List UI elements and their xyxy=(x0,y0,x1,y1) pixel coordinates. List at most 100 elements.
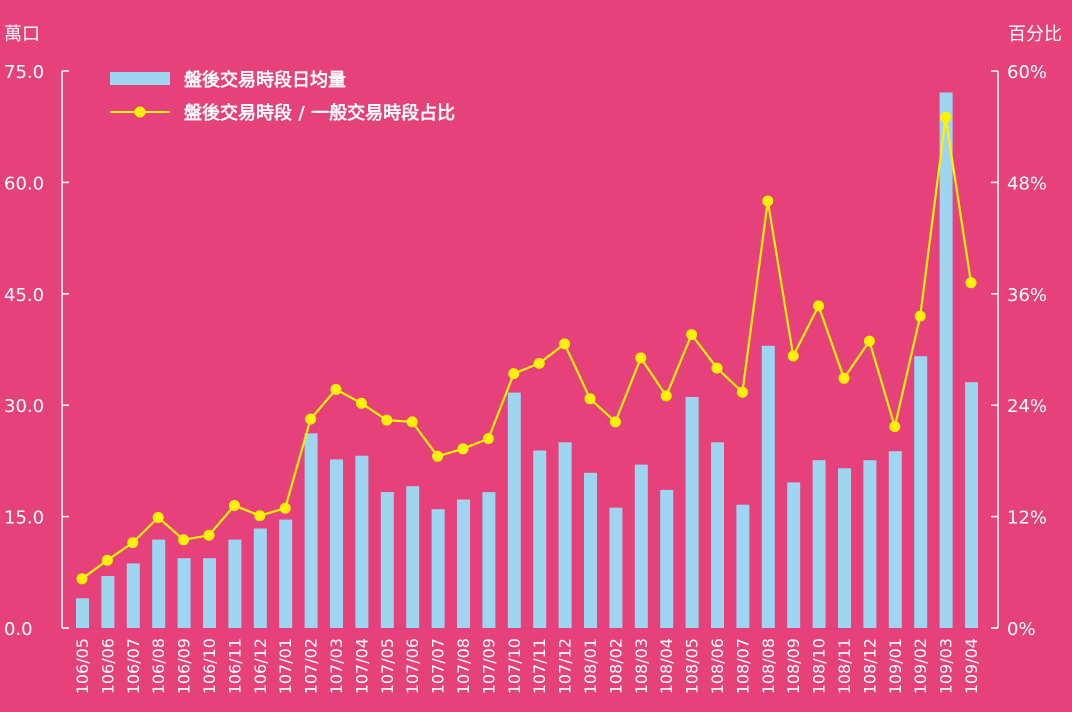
line-point xyxy=(254,510,266,522)
line-point xyxy=(533,357,545,369)
right-tick-label: 12% xyxy=(1007,508,1047,529)
legend-bar-swatch xyxy=(110,72,170,85)
bar xyxy=(152,539,166,628)
bar xyxy=(406,486,420,628)
x-tick-label: 106/09 xyxy=(175,638,194,694)
bar xyxy=(126,563,140,628)
x-tick-label: 108/03 xyxy=(632,638,651,694)
bar xyxy=(711,442,724,628)
bar xyxy=(330,459,343,628)
x-tick-label: 107/08 xyxy=(454,638,473,694)
x-tick-label: 107/09 xyxy=(479,638,498,694)
line-point xyxy=(940,111,952,123)
left-tick-label: 0.0 xyxy=(4,619,33,640)
bar xyxy=(634,464,648,628)
legend-bar-label: 盤後交易時段日均量 xyxy=(184,69,346,91)
x-tick-label: 108/12 xyxy=(860,638,879,694)
x-tick-label: 106/10 xyxy=(200,638,219,694)
line-point xyxy=(635,352,647,364)
line-point xyxy=(736,386,748,398)
bar xyxy=(355,455,369,628)
x-tick-label: 108/08 xyxy=(759,638,778,694)
bar xyxy=(279,519,293,628)
left-tick-label: 45.0 xyxy=(4,285,44,306)
bar xyxy=(685,397,699,628)
line-point xyxy=(762,195,774,207)
right-axis-label: 百分比 xyxy=(1008,24,1062,45)
bar xyxy=(228,539,242,628)
legend: 盤後交易時段日均量 盤後交易時段 / 一般交易時段占比 xyxy=(110,69,455,124)
line-point xyxy=(203,529,215,541)
line-point xyxy=(432,450,444,462)
line-point xyxy=(863,335,875,347)
x-tick-label: 107/03 xyxy=(327,638,346,694)
bar xyxy=(888,451,902,628)
x-tick-label: 107/07 xyxy=(429,638,448,694)
x-tick-label: 107/01 xyxy=(276,638,295,694)
bar xyxy=(380,492,394,628)
left-tick-label: 15.0 xyxy=(4,508,44,529)
x-tick-label: 108/06 xyxy=(708,638,727,694)
bar xyxy=(76,598,89,628)
x-tick-label: 108/09 xyxy=(784,638,803,694)
bar xyxy=(253,528,267,628)
right-tick-label: 60% xyxy=(1007,62,1047,83)
line-point xyxy=(609,416,621,428)
bar xyxy=(584,472,597,628)
bar xyxy=(660,489,674,628)
x-tick-label: 109/03 xyxy=(937,638,956,694)
line-point xyxy=(508,368,520,380)
x-tick-label: 108/04 xyxy=(657,638,676,694)
x-tick-label: 106/11 xyxy=(225,638,244,694)
line-point xyxy=(101,554,113,566)
x-tick-label: 106/06 xyxy=(98,638,117,694)
line-point xyxy=(178,534,190,546)
line-point xyxy=(787,350,799,362)
left-tick-label: 30.0 xyxy=(4,396,44,417)
x-tick-label: 108/10 xyxy=(810,638,829,694)
x-tick-label: 107/04 xyxy=(352,638,371,694)
line-point xyxy=(482,433,494,445)
line-point xyxy=(355,397,367,409)
x-tick-label: 109/01 xyxy=(886,638,905,694)
right-tick-label: 0% xyxy=(1007,619,1036,640)
bar xyxy=(482,492,496,628)
left-tick-label: 60.0 xyxy=(4,173,44,194)
bar xyxy=(203,558,216,628)
bar xyxy=(507,392,521,628)
line-point xyxy=(406,416,418,428)
series-line xyxy=(81,116,973,580)
x-tick-label: 107/10 xyxy=(505,638,524,694)
x-axis-labels: 106/05 106/06 106/07 106/08 106/09 106/10 106/… xyxy=(73,638,981,694)
bar xyxy=(838,468,851,628)
line-point xyxy=(457,443,469,455)
bar xyxy=(812,460,826,628)
line-point xyxy=(228,500,240,511)
line-point xyxy=(559,338,571,350)
right-tick-label: 24% xyxy=(1007,396,1047,417)
x-tick-label: 106/08 xyxy=(149,638,168,694)
line-point xyxy=(584,393,596,405)
line-point xyxy=(330,383,342,395)
x-tick-label: 108/05 xyxy=(683,638,702,694)
line-point xyxy=(686,329,698,341)
x-tick-label: 109/02 xyxy=(911,638,930,694)
x-tick-label: 107/05 xyxy=(378,638,397,694)
left-axis-label: 萬口 xyxy=(4,24,40,45)
bar xyxy=(431,509,445,628)
x-tick-label: 106/05 xyxy=(73,638,92,694)
legend-line-marker xyxy=(134,106,146,118)
bar xyxy=(177,558,191,628)
line-point xyxy=(279,502,291,514)
x-tick-label: 107/06 xyxy=(403,638,422,694)
bar-series xyxy=(76,92,978,628)
bar xyxy=(787,482,801,628)
x-tick-label: 106/07 xyxy=(124,638,143,694)
line-point xyxy=(965,277,977,289)
x-tick-label: 108/07 xyxy=(733,638,752,694)
bar xyxy=(304,433,318,628)
legend-line-label: 盤後交易時段 / 一般交易時段占比 xyxy=(184,102,455,124)
line-point xyxy=(813,300,825,312)
bar xyxy=(101,576,115,628)
